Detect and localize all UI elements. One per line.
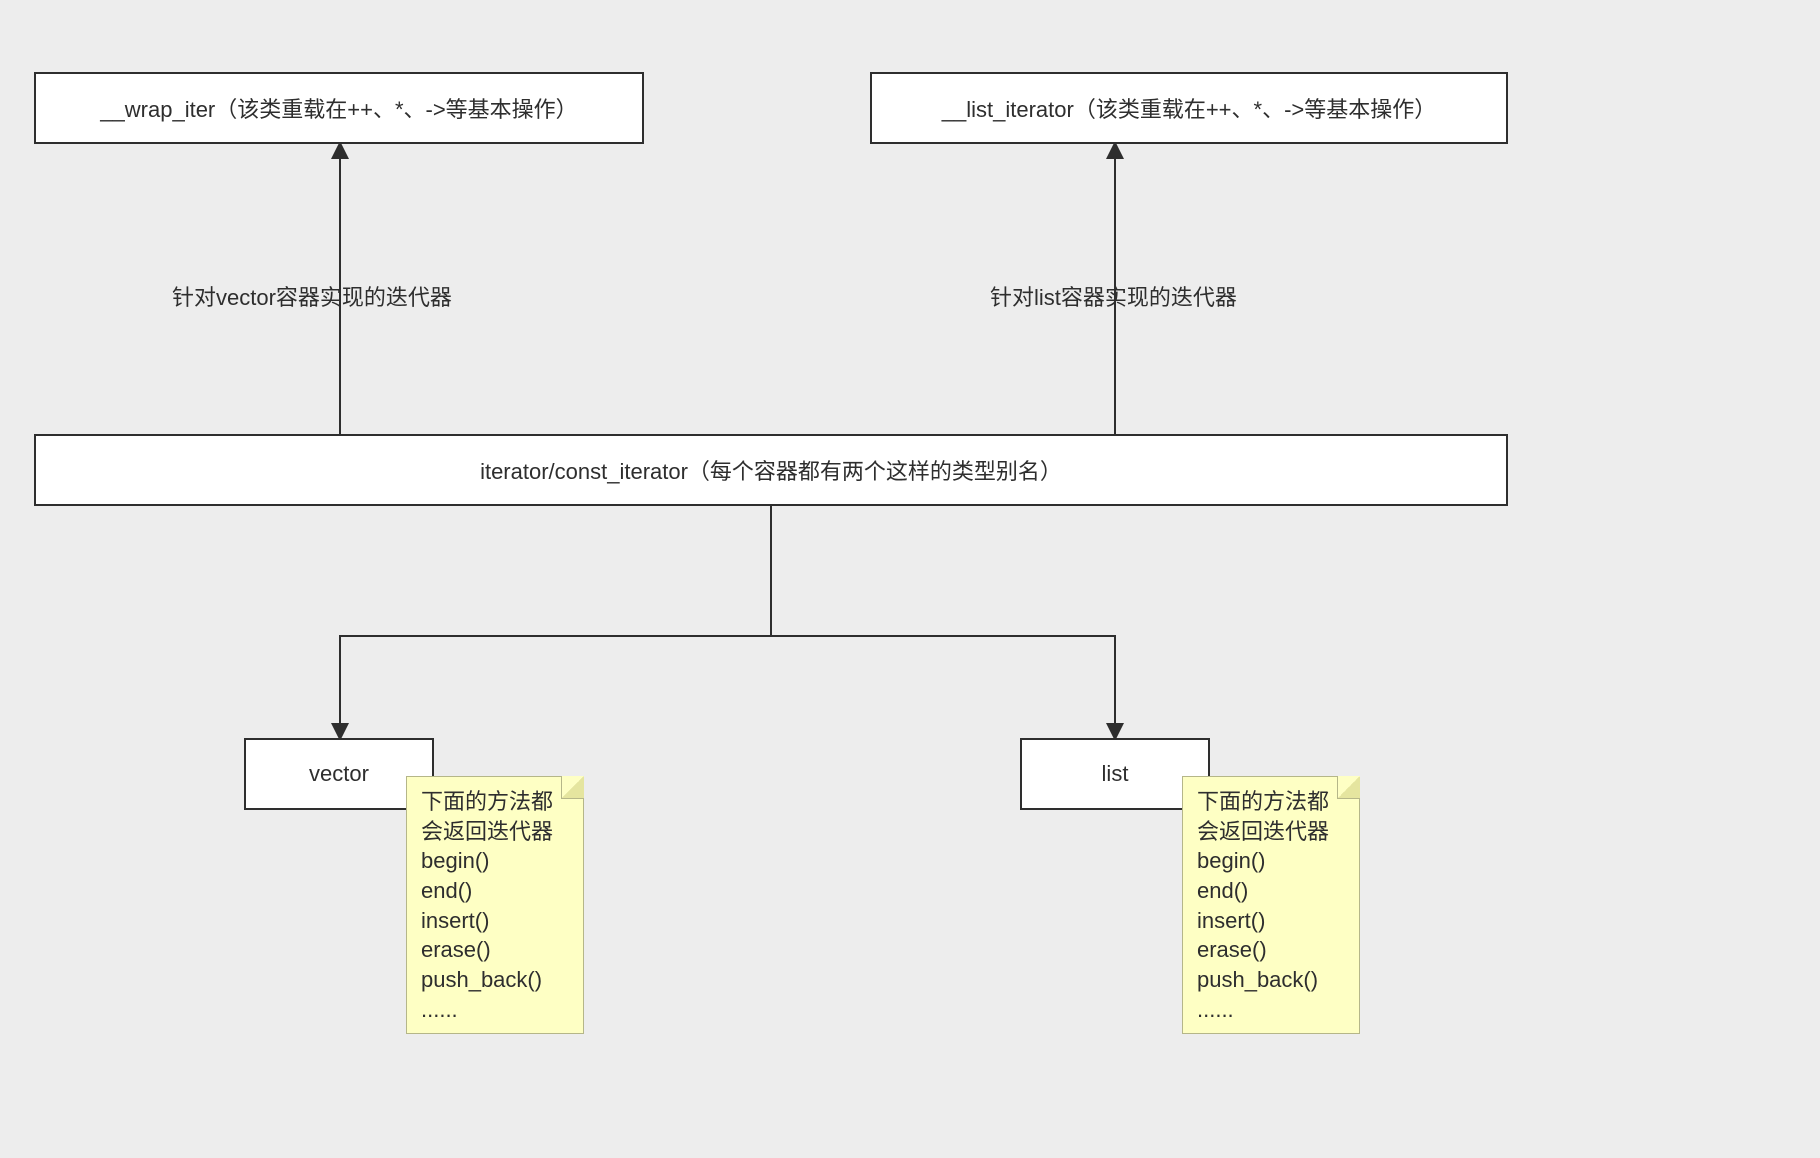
diagram-canvas: __wrap_iter（该类重载在++、*、->等基本操作） __list_it…	[0, 0, 1820, 1158]
edges-layer	[0, 0, 1820, 1158]
note-vector: 下面的方法都 会返回迭代器 begin() end() insert() era…	[406, 776, 584, 1034]
node-label: list	[1102, 761, 1129, 787]
node-list-iterator: __list_iterator（该类重载在++、*、->等基本操作）	[870, 72, 1508, 144]
node-wrap-iter: __wrap_iter（该类重载在++、*、->等基本操作）	[34, 72, 644, 144]
node-label: iterator/const_iterator（每个容器都有两个这样的类型别名）	[480, 454, 1062, 486]
node-iterator: iterator/const_iterator（每个容器都有两个这样的类型别名）	[34, 434, 1508, 506]
edge-label-list-iter: 针对list容器实现的迭代器	[990, 280, 1237, 312]
note-list: 下面的方法都 会返回迭代器 begin() end() insert() era…	[1182, 776, 1360, 1034]
edge-label-vector-iter: 针对vector容器实现的迭代器	[172, 280, 452, 312]
node-label: __list_iterator（该类重载在++、*、->等基本操作）	[942, 92, 1437, 124]
node-label: vector	[309, 761, 369, 787]
node-label: __wrap_iter（该类重载在++、*、->等基本操作）	[100, 92, 577, 124]
